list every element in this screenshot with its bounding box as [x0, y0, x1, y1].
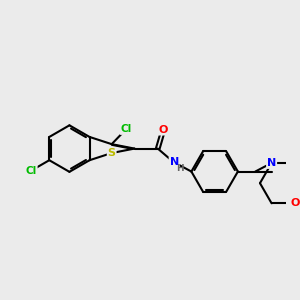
Text: H: H: [176, 164, 183, 172]
Text: S: S: [108, 148, 116, 158]
Text: Cl: Cl: [26, 166, 37, 176]
Text: N: N: [267, 158, 276, 168]
Text: Cl: Cl: [121, 124, 132, 134]
Text: N: N: [169, 157, 179, 167]
Text: O: O: [159, 124, 168, 135]
Text: O: O: [290, 198, 299, 208]
